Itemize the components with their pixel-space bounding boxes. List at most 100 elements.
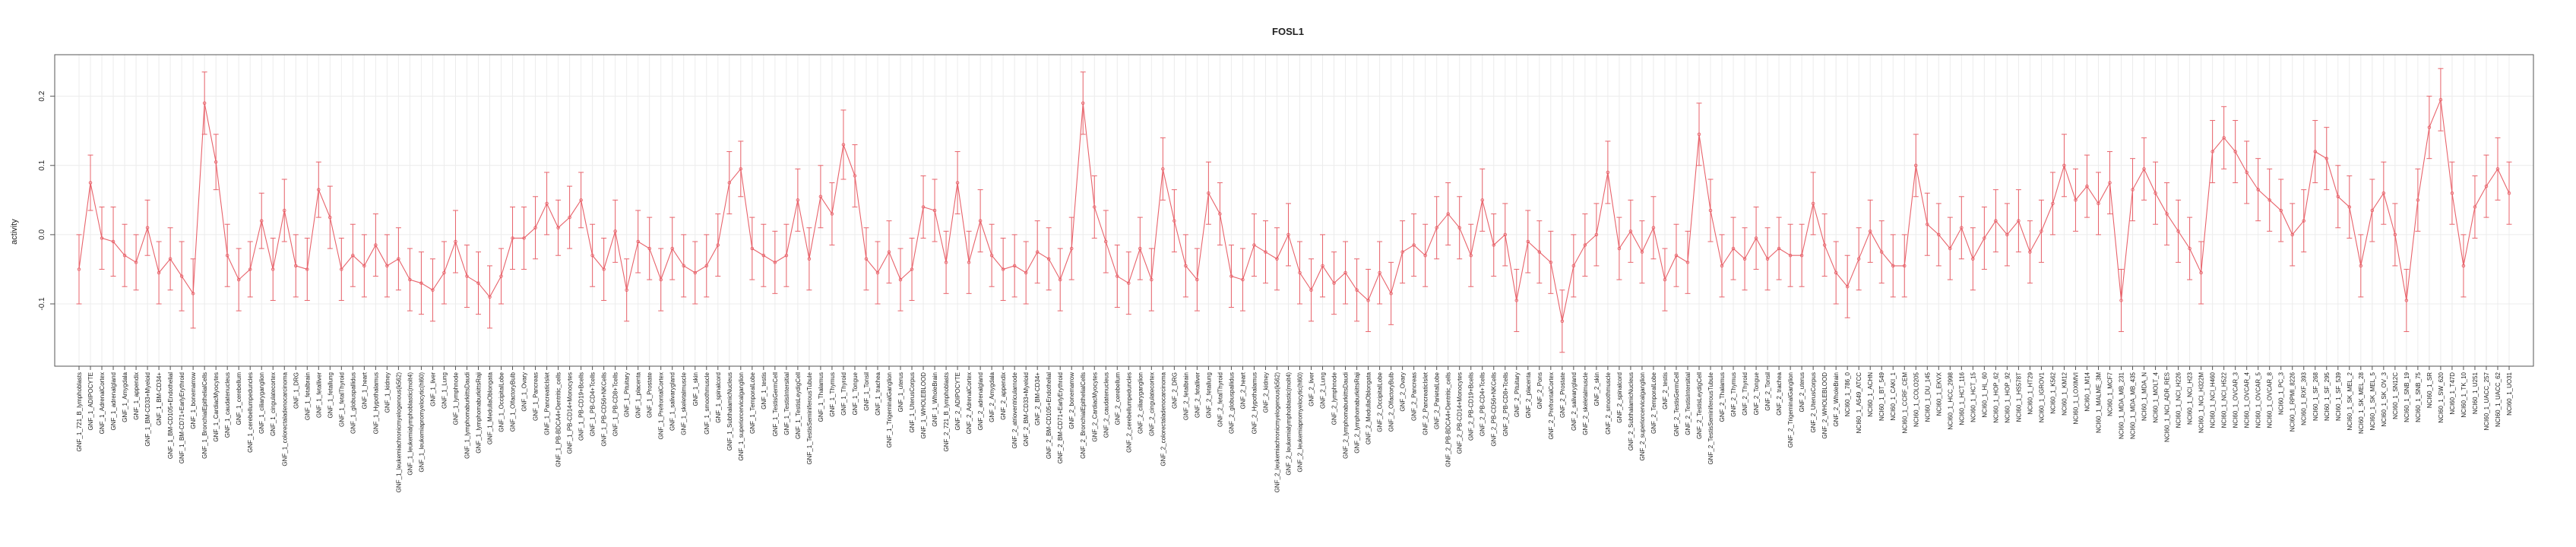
data-point: [1093, 205, 1097, 209]
x-tick-label: GNF_2_AdrenalCortex: [966, 372, 973, 434]
data-point: [2176, 229, 2180, 233]
x-tick-label: GNF_1_ADIPOCYTE: [87, 372, 94, 430]
data-point: [818, 194, 823, 199]
data-point: [2108, 181, 2112, 185]
x-tick-label: GNF_2_testis: [1662, 372, 1669, 409]
data-point: [2427, 125, 2432, 129]
data-point: [2210, 150, 2214, 153]
data-point: [625, 288, 628, 292]
x-tick-label: GNF_1_leukemiapromyelocytic(hl60): [418, 372, 425, 473]
data-point: [1195, 277, 1199, 282]
data-point: [659, 277, 663, 282]
data-point: [1697, 132, 1701, 137]
x-tick-label: GNF_2_Thalamus: [1719, 372, 1726, 422]
x-tick-label: GNF_1_TrigeminalGanglion: [886, 372, 893, 447]
x-tick-label: GNF_1_liver: [429, 372, 436, 406]
x-tick-label: GNF_2_leukemialymphoblastic(molt4): [1285, 372, 1292, 476]
x-tick-label: NCI60_1_HCC_2998: [1947, 372, 1954, 429]
data-point: [2324, 157, 2329, 160]
data-point: [1172, 219, 1176, 223]
x-tick-label: GNF_1_leukemiachronicmyelogenous(k562): [395, 372, 402, 493]
data-point: [1355, 288, 1359, 292]
data-line: [78, 98, 2510, 321]
x-tick-label: GNF_2_caudatenucleus: [1103, 372, 1109, 438]
x-tick-label: GNF_2_Ovary: [1400, 372, 1407, 412]
x-tick-label: NCI60_1_SW_620: [2438, 372, 2445, 422]
data-point: [2450, 191, 2454, 195]
data-point: [1400, 250, 1404, 254]
x-tick-label: NCI60_1_UACC_257: [2483, 372, 2490, 430]
data-point: [1834, 270, 1838, 275]
x-tick-label: NCI60_1_HOP_92: [2004, 372, 2011, 422]
x-tick-label: GNF_2_BronchialEpithelialCells: [1080, 372, 1087, 459]
x-tick-label: GNF_2_721_B_lymphoblasts: [943, 372, 950, 452]
data-point: [1069, 246, 1074, 251]
data-point: [2154, 191, 2157, 195]
data-point: [1309, 288, 1313, 292]
y-tick-label: 0.2: [38, 90, 46, 101]
x-tick-label: GNF_2_heart: [1239, 372, 1246, 409]
x-tick-label: GNF_1_lymphomaburkittsDaudi: [464, 372, 470, 459]
x-tick-label: NCI60_1_HOP_62: [1992, 372, 1999, 422]
data-point: [374, 243, 378, 247]
data-point: [2461, 264, 2466, 268]
data-point: [1903, 264, 1907, 268]
data-point: [853, 174, 857, 178]
data-point: [1001, 267, 1005, 271]
data-point: [1777, 246, 1781, 251]
x-tick-label: GNF_2_WHOLEBLOOD: [1821, 372, 1828, 439]
x-tick-label: GNF_2_skeletalmuscle: [1582, 372, 1589, 435]
x-tick-label: GNF_1_smoothmuscle: [704, 372, 710, 434]
data-point: [898, 277, 903, 282]
data-point: [2097, 201, 2100, 206]
x-tick-label: GNF_1_BM-CD34+: [156, 372, 163, 425]
data-point: [77, 267, 81, 271]
data-point: [1286, 232, 1290, 237]
x-tick-label: GNF_1_Pancreas: [533, 372, 540, 421]
data-point: [1983, 236, 1986, 240]
x-tick-label: NCI60_1_MCF7: [2107, 372, 2114, 416]
data-point: [2165, 212, 2169, 216]
x-tick-label: GNF_1_BronchialEpithelialCells: [201, 372, 208, 459]
x-tick-label: NCI60_1_A549_ATCC: [1856, 372, 1862, 434]
x-tick-label: GNF_2_PB-CD19+Bcells: [1468, 372, 1475, 441]
data-point: [88, 181, 93, 185]
x-tick-label: GNF_1_Pituitary: [624, 372, 631, 417]
x-tick-label: GNF_2_BM-CD105+Endothelial: [1046, 372, 1052, 459]
data-point: [2028, 250, 2032, 254]
data-point: [1184, 264, 1188, 268]
data-point: [2381, 191, 2386, 195]
x-tick-label: GNF_2_Lung: [1320, 372, 1327, 409]
data-point: [1526, 239, 1530, 244]
data-point: [1937, 232, 1941, 237]
x-tick-label: GNF_1_Tonsil: [863, 372, 870, 411]
y-tick-label: 0.0: [38, 229, 46, 240]
x-tick-label: GNF_2_CardiacMyocytes: [1091, 372, 1098, 442]
x-tick-label: NCI60_1_BT_549: [1878, 372, 1885, 421]
x-tick-label: GNF_1_TestisLeydigCell: [795, 372, 802, 439]
x-tick-label: GNF_2_PB-CD4+Tcells: [1479, 372, 1486, 436]
data-point: [225, 253, 229, 258]
x-tick-label: GNF_2_PB-CD8+Tcells: [1502, 372, 1509, 436]
data-point: [2302, 219, 2305, 223]
x-tick-label: NCI60_1_IGROV1: [2038, 372, 2045, 422]
x-tick-label: NCI60_1_NCI_H23: [2187, 372, 2194, 424]
data-point: [1218, 212, 1222, 216]
x-tick-label: GNF_2_salivarygland: [1571, 372, 1578, 431]
x-tick-label: NCI60_1_M14: [2084, 372, 2090, 411]
data-point: [1868, 229, 1872, 233]
data-point: [385, 264, 389, 268]
data-point: [921, 205, 926, 209]
x-tick-label: GNF_1_cingulatecortex: [270, 372, 277, 436]
data-point: [179, 274, 184, 278]
x-tick-label: GNF_2_fetalbrain: [1182, 372, 1189, 420]
x-tick-label: NCI60_1_NCI_H522: [2221, 372, 2228, 428]
x-tick-label: GNF_1_BM-CD71+EarlyErythroid: [179, 372, 185, 463]
x-tick-label: NCI60_1_SK_MEL_28: [2358, 372, 2365, 433]
data-point: [340, 267, 343, 271]
data-point: [2495, 167, 2500, 171]
x-tick-label: GNF_1_WHOLEBLOOD: [920, 372, 927, 439]
x-tick-label: NCI60_1_OVCAR_8: [2267, 372, 2274, 428]
data-point: [2199, 270, 2203, 275]
